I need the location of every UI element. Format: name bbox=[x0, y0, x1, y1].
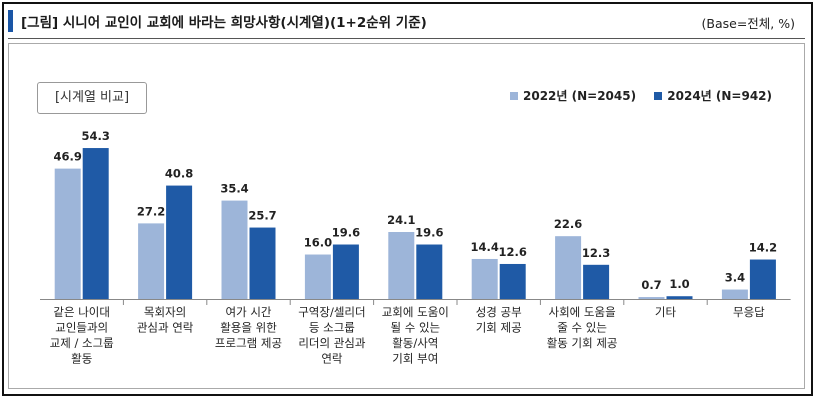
category-label: 같은 나이대 교인들과의 교제 / 소그룹 활동 bbox=[50, 305, 114, 366]
category-label: 기타 bbox=[655, 305, 677, 319]
category-label: 교회에 도움이 될 수 있는 활동/사역 기회 부여 bbox=[382, 305, 449, 366]
bar-2022 bbox=[138, 223, 165, 299]
bar-2024 bbox=[416, 244, 443, 299]
bar-2024 bbox=[332, 244, 359, 299]
bar-2024 bbox=[82, 148, 109, 299]
legend-swatch-2022 bbox=[510, 91, 518, 100]
value-label-2024: 12.6 bbox=[499, 245, 527, 259]
value-label-2022: 46.9 bbox=[54, 150, 82, 164]
value-label-2022: 27.2 bbox=[137, 204, 165, 218]
bar-2022 bbox=[54, 168, 81, 299]
value-label-2024: 1.0 bbox=[669, 277, 689, 291]
figure-frame bbox=[2, 2, 813, 396]
bar-2024 bbox=[583, 264, 610, 299]
bar-2024 bbox=[166, 185, 193, 299]
value-label-2024: 40.8 bbox=[165, 167, 193, 181]
legend-label-2022: 2022년 (N=2045) bbox=[523, 89, 637, 103]
value-label-2022: 3.4 bbox=[725, 271, 745, 285]
value-label-2022: 35.4 bbox=[220, 182, 248, 196]
category-label: 구역장/셀리더 등 소그룹 리더의 관심과 연락 bbox=[298, 305, 366, 366]
chart-panel bbox=[8, 43, 805, 389]
bar-2022 bbox=[638, 297, 665, 299]
title-bar: [그림] 시니어 교인이 교회에 바라는 희망사항(시계열)(1+2순위 기준)… bbox=[8, 6, 805, 36]
bar-2022 bbox=[221, 200, 248, 299]
value-label-2022: 16.0 bbox=[304, 236, 332, 250]
value-label-2024: 25.7 bbox=[248, 209, 276, 223]
bar-2024 bbox=[749, 259, 776, 299]
bar-2024 bbox=[666, 296, 693, 299]
value-label-2024: 54.3 bbox=[82, 129, 110, 143]
value-label-2024: 19.6 bbox=[415, 226, 443, 240]
bar-2022 bbox=[555, 236, 582, 299]
value-label-2022: 0.7 bbox=[641, 278, 661, 292]
bar-2022 bbox=[471, 258, 498, 299]
bar-2022 bbox=[721, 289, 748, 299]
bar-2024 bbox=[249, 227, 276, 299]
category-label: 여가 시간 활용을 위한 프로그램 제공 bbox=[215, 305, 282, 350]
value-label-2022: 22.6 bbox=[554, 217, 582, 231]
figure-title: [그림] 시니어 교인이 교회에 바라는 희망사항(시계열)(1+2순위 기준) bbox=[21, 15, 427, 31]
legend-item-2022: 2022년 (N=2045) bbox=[510, 87, 636, 104]
legend-swatch-2024 bbox=[654, 91, 663, 100]
category-label: 성경 공부 기회 제공 bbox=[476, 305, 522, 335]
legend-label-2024: 2024년 (N=942) bbox=[667, 89, 773, 103]
title-accent-bar bbox=[8, 10, 13, 32]
chart-legend: 2022년 (N=2045) 2024년 (N=942) bbox=[510, 87, 786, 104]
value-label-2022: 24.1 bbox=[387, 213, 415, 227]
category-label: 무응답 bbox=[733, 305, 765, 319]
category-label: 목회자의 관심과 연락 bbox=[137, 305, 194, 335]
base-note: (Base=전체, %) bbox=[701, 16, 796, 31]
value-label-2022: 14.4 bbox=[471, 240, 499, 254]
bar-2022 bbox=[304, 254, 331, 299]
comparison-badge: [시계열 비교] bbox=[37, 82, 147, 114]
legend-item-2024: 2024년 (N=942) bbox=[654, 87, 772, 104]
value-label-2024: 14.2 bbox=[749, 241, 777, 255]
bar-2024 bbox=[499, 263, 526, 299]
bar-2022 bbox=[388, 232, 415, 299]
title-divider bbox=[8, 38, 805, 39]
category-label: 사회에 도움을 줄 수 있는 활동 기회 제공 bbox=[547, 305, 618, 350]
value-label-2024: 19.6 bbox=[332, 226, 360, 240]
value-label-2024: 12.3 bbox=[582, 246, 610, 260]
